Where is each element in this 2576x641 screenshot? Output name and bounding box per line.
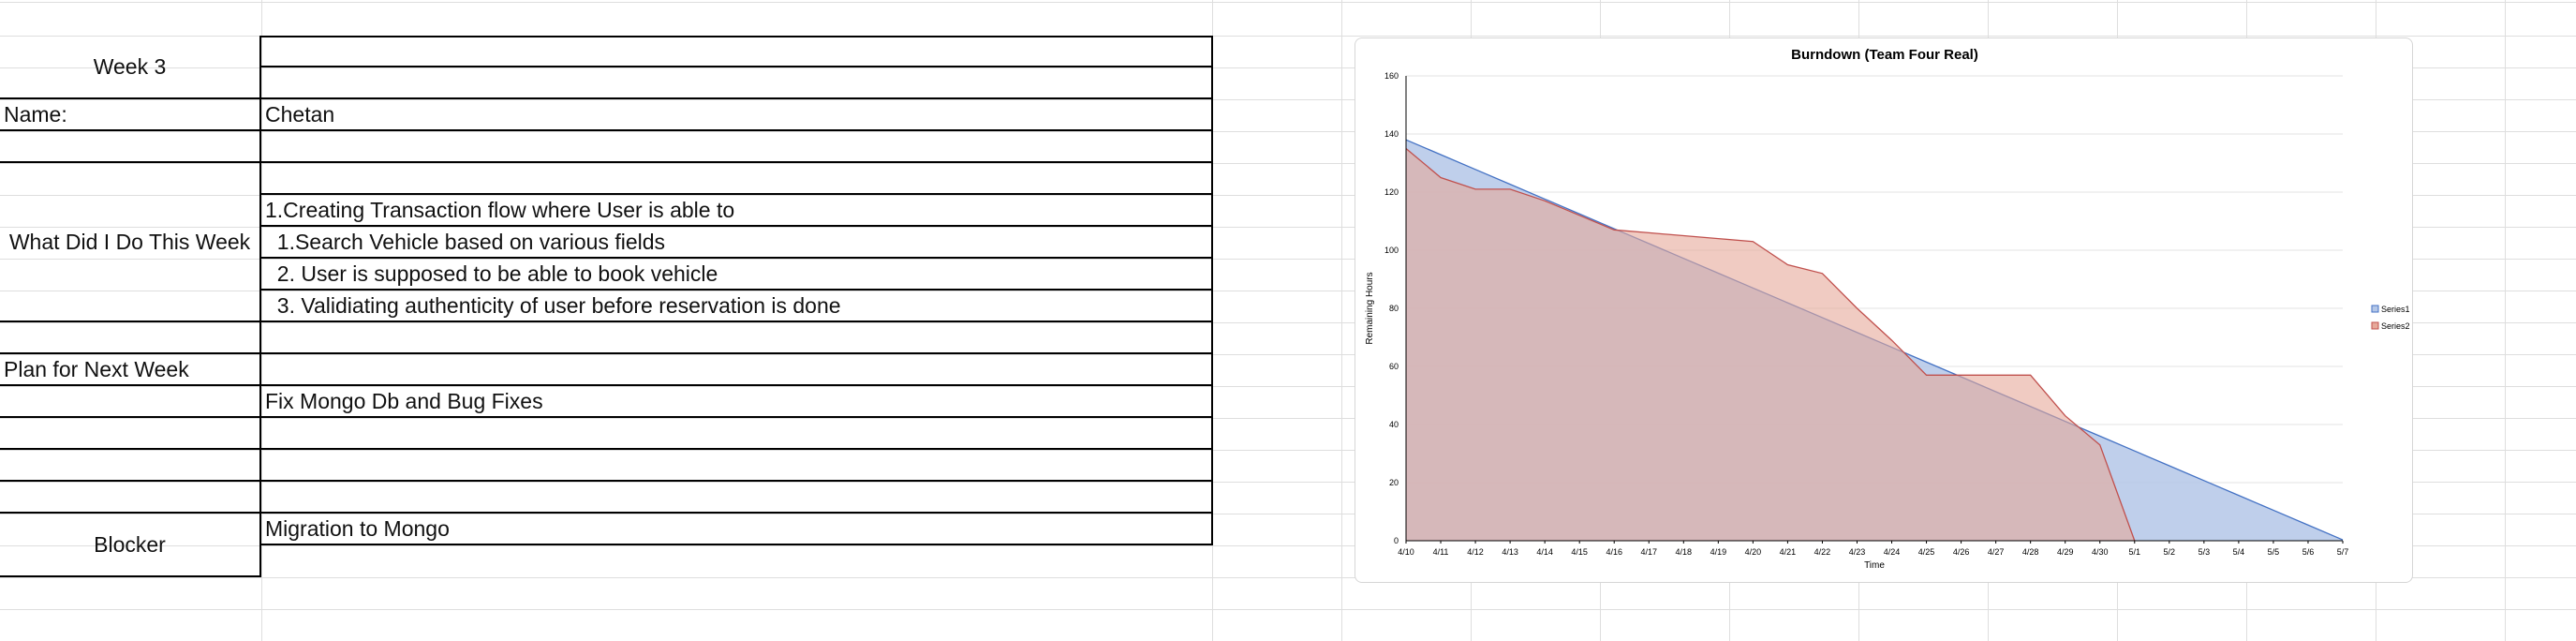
series-2-line[interactable]: [1405, 148, 2136, 542]
y-tick-labels: 0 20 40 60 80 100 120 140 160: [1384, 71, 1399, 545]
empty-cell[interactable]: [0, 482, 261, 514]
x-tick-label: 4/26: [1953, 547, 1970, 557]
x-tick-label: 4/17: [1640, 547, 1657, 557]
legend-swatch: [2371, 305, 2379, 313]
x-tick-label: 4/30: [2092, 547, 2109, 557]
blocker-label[interactable]: Blocker: [0, 514, 261, 577]
x-tick-label: 5/1: [2129, 547, 2141, 557]
y-tick-label: 60: [1389, 362, 1399, 371]
x-tick-label: 4/15: [1571, 547, 1588, 557]
chart-areas: [1405, 139, 2344, 542]
plan-label[interactable]: Plan for Next Week: [0, 354, 261, 386]
x-tick-label: 5/5: [2268, 547, 2280, 557]
chart-title: Burndown (Team Four Real): [1791, 47, 1978, 63]
name-value[interactable]: Chetan: [261, 99, 1213, 131]
x-tick-label: 4/25: [1918, 547, 1935, 557]
x-tick-label: 4/16: [1606, 547, 1622, 557]
x-tick-label: 4/24: [1884, 547, 1901, 557]
x-tick-label: 5/3: [2198, 547, 2211, 557]
x-tick-label: 5/7: [2337, 547, 2349, 557]
did-item[interactable]: 1.Search Vehicle based on various fields: [261, 227, 1213, 259]
x-tick-label: 5/2: [2164, 547, 2176, 557]
x-tick-label: 5/4: [2233, 547, 2245, 557]
y-axis-label: Remaining Hours: [1365, 272, 1375, 344]
empty-cell[interactable]: [261, 482, 1213, 514]
y-tick-label: 120: [1384, 187, 1399, 197]
empty-cell[interactable]: [261, 36, 1213, 67]
legend-label: Series2: [2381, 321, 2410, 331]
x-tick-label: 4/29: [2057, 547, 2074, 557]
empty-cell[interactable]: [261, 418, 1213, 450]
empty-cell[interactable]: [0, 450, 261, 482]
empty-cell[interactable]: [261, 322, 1213, 354]
legend-label: Series1: [2381, 305, 2410, 314]
empty-cell[interactable]: [261, 131, 1213, 163]
empty-cell[interactable]: [0, 322, 261, 354]
empty-cell[interactable]: [261, 354, 1213, 386]
chart-svg: Burndown (Team Four Real) 0 20 40 60 80 100 12…: [1365, 47, 2410, 571]
legend-swatch: [2371, 321, 2379, 330]
y-tick-label: 0: [1394, 536, 1399, 545]
x-tick-label: 4/11: [1433, 547, 1449, 557]
empty-cell[interactable]: [0, 418, 261, 450]
did-item[interactable]: 3. Validiating authenticity of user befo…: [261, 291, 1213, 322]
empty-cell[interactable]: [261, 163, 1213, 195]
empty-cell[interactable]: [0, 386, 261, 418]
x-tick-label: 5/6: [2302, 547, 2315, 557]
did-item[interactable]: 2. User is supposed to be able to book v…: [261, 259, 1213, 291]
x-tick-label: 4/20: [1745, 547, 1762, 557]
x-tick-label: 4/28: [2022, 547, 2039, 557]
x-tick-label: 4/27: [1988, 547, 2005, 557]
week-label[interactable]: Week 3: [0, 36, 261, 99]
x-tick-label: 4/19: [1710, 547, 1727, 557]
x-tick-label: 4/22: [1814, 547, 1831, 557]
x-tick-label: 4/13: [1502, 547, 1518, 557]
chart-legend[interactable]: Series1 Series2: [2371, 305, 2410, 331]
y-tick-label: 160: [1384, 71, 1399, 81]
x-tick-label: 4/23: [1849, 547, 1866, 557]
x-tick-label: 4/18: [1676, 547, 1693, 557]
blocker-value[interactable]: Migration to Mongo: [261, 514, 1213, 545]
empty-cell[interactable]: [261, 67, 1213, 99]
y-tick-label: 40: [1389, 420, 1399, 429]
plan-value[interactable]: Fix Mongo Db and Bug Fixes: [261, 386, 1213, 418]
x-tick-label: 4/12: [1467, 547, 1484, 557]
x-tick-label: 4/14: [1536, 547, 1553, 557]
series-2-area[interactable]: [1406, 148, 2135, 542]
y-tick-label: 20: [1389, 478, 1399, 487]
did-label[interactable]: What Did I Do This Week: [0, 163, 261, 322]
chart-axes: [1405, 76, 2344, 544]
table-top-border: [261, 36, 1213, 37]
name-label[interactable]: Name:: [0, 99, 261, 131]
x-tick-labels: 4/10 4/11 4/12 4/13 4/14 4/15 4/16 4/17 4/18 4/19…: [1398, 547, 2348, 557]
empty-cell[interactable]: [0, 131, 261, 163]
did-item[interactable]: 1.Creating Transaction flow where User i…: [261, 195, 1213, 227]
y-tick-label: 80: [1389, 304, 1399, 313]
x-axis-label: Time: [1864, 560, 1885, 571]
y-tick-label: 140: [1384, 129, 1399, 139]
burndown-chart[interactable]: Burndown (Team Four Real) 0 20 40 60 80 100 12…: [1355, 37, 2413, 583]
y-tick-label: 100: [1384, 246, 1399, 255]
empty-cell[interactable]: [261, 450, 1213, 482]
x-tick-label: 4/10: [1398, 547, 1414, 557]
x-tick-label: 4/21: [1780, 547, 1797, 557]
